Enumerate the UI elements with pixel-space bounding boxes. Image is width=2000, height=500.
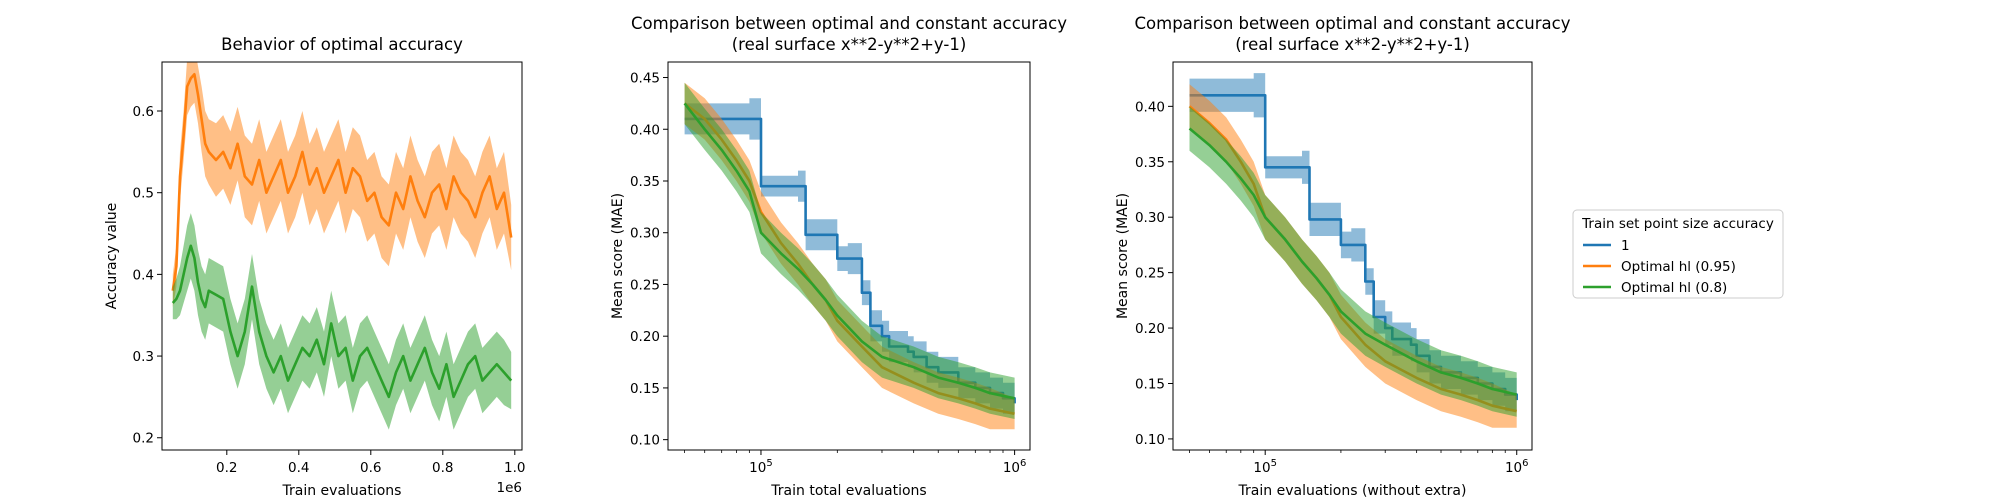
axes-frame	[1172, 61, 1533, 451]
plot-area	[1188, 73, 1518, 428]
series-1-band	[172, 213, 512, 430]
chart-panel-evaluations-without-extra: 0.10 0.15 0.20 0.25 0.30 0.35 0.40 105 106 Compar…	[1115, 14, 1571, 499]
series-1-line	[171, 244, 513, 399]
y-axis-label: Mean score (MAE)	[1115, 193, 1131, 319]
y-tick-label: 0.10	[1135, 432, 1165, 448]
y-tick-label: 0.30	[630, 226, 660, 242]
chart-title: Comparison between optimal and constant …	[1135, 14, 1571, 33]
x-tick-label: 1.0	[504, 460, 525, 476]
legend-entry-label: Optimal hl (0.8)	[1621, 280, 1727, 296]
y-tick-label: 0.45	[630, 71, 660, 87]
legend-entry-label: 1	[1621, 238, 1630, 254]
x-tick-label: 106	[1505, 458, 1529, 476]
axes-frame	[667, 61, 1031, 451]
x-tick-label: 105	[749, 458, 773, 476]
y-axis-label: Accuracy value	[104, 203, 120, 310]
series-0-line	[171, 73, 513, 291]
x-offset-label: 1e6	[497, 480, 522, 496]
series-2-band	[684, 82, 1015, 419]
x-axis-label: Train evaluations (without extra)	[1238, 483, 1467, 499]
x-axis-label: Train total evaluations	[770, 483, 926, 499]
y-tick-label: 0.15	[1135, 376, 1165, 392]
y-tick-label: 0.3	[133, 349, 154, 365]
series-2-line	[683, 102, 1015, 400]
y-axis-label: Mean score (MAE)	[610, 193, 626, 319]
y-tick-label: 0.20	[1135, 321, 1165, 337]
plot-area	[683, 82, 1016, 430]
y-tick-label: 0.2	[133, 431, 154, 447]
x-tick-label: 0.4	[288, 460, 309, 476]
chart-panel-accuracy-behavior: 0.2 0.3 0.4 0.5 0.6 0.2 0.4 0.6 0.8 1.0 1e6 Behavio…	[104, 35, 526, 499]
y-tick-label: 0.25	[630, 277, 660, 293]
series-0-band	[172, 62, 512, 308]
x-tick-label: 0.6	[360, 460, 381, 476]
x-tick-label: 0.2	[216, 460, 237, 476]
chart-title: Comparison between optimal and constant …	[631, 14, 1067, 33]
chart-title: Behavior of optimal accuracy	[221, 35, 463, 54]
x-tick-label: 105	[1253, 458, 1277, 476]
legend: Train set point size accuracy 1 Optimal hl…	[1572, 209, 1784, 299]
x-tick-label: 0.8	[432, 460, 453, 476]
y-tick-label: 0.35	[1135, 155, 1165, 171]
y-tick-label: 0.30	[1135, 210, 1165, 226]
y-tick-label: 0.20	[630, 329, 660, 345]
series-2-line	[1188, 127, 1517, 396]
axes-frame	[161, 61, 523, 451]
y-tick-label: 0.5	[133, 186, 154, 202]
y-tick-label: 0.10	[630, 433, 660, 449]
y-tick-label: 0.15	[630, 381, 660, 397]
y-tick-label: 0.4	[133, 267, 154, 283]
y-tick-label: 0.25	[1135, 266, 1165, 282]
y-tick-label: 0.6	[133, 104, 154, 120]
chart-subtitle: (real surface x**2-y**2+y-1)	[732, 35, 967, 54]
legend-entry-label: Optimal hl (0.95)	[1621, 259, 1736, 275]
chart-subtitle: (real surface x**2-y**2+y-1)	[1235, 35, 1470, 54]
y-tick-label: 0.35	[630, 174, 660, 190]
y-tick-label: 0.40	[630, 122, 660, 138]
plot-area	[171, 62, 513, 430]
chart-panel-total-evaluations: 0.10 0.15 0.20 0.25 0.30 0.35 0.40 0.45 105 106 Co…	[610, 14, 1067, 499]
y-tick-label: 0.40	[1135, 99, 1165, 115]
x-tick-label: 106	[1003, 458, 1027, 476]
x-axis-label: Train evaluations	[282, 483, 402, 499]
legend-title: Train set point size accuracy	[1581, 216, 1774, 232]
legend-box	[1572, 209, 1784, 299]
